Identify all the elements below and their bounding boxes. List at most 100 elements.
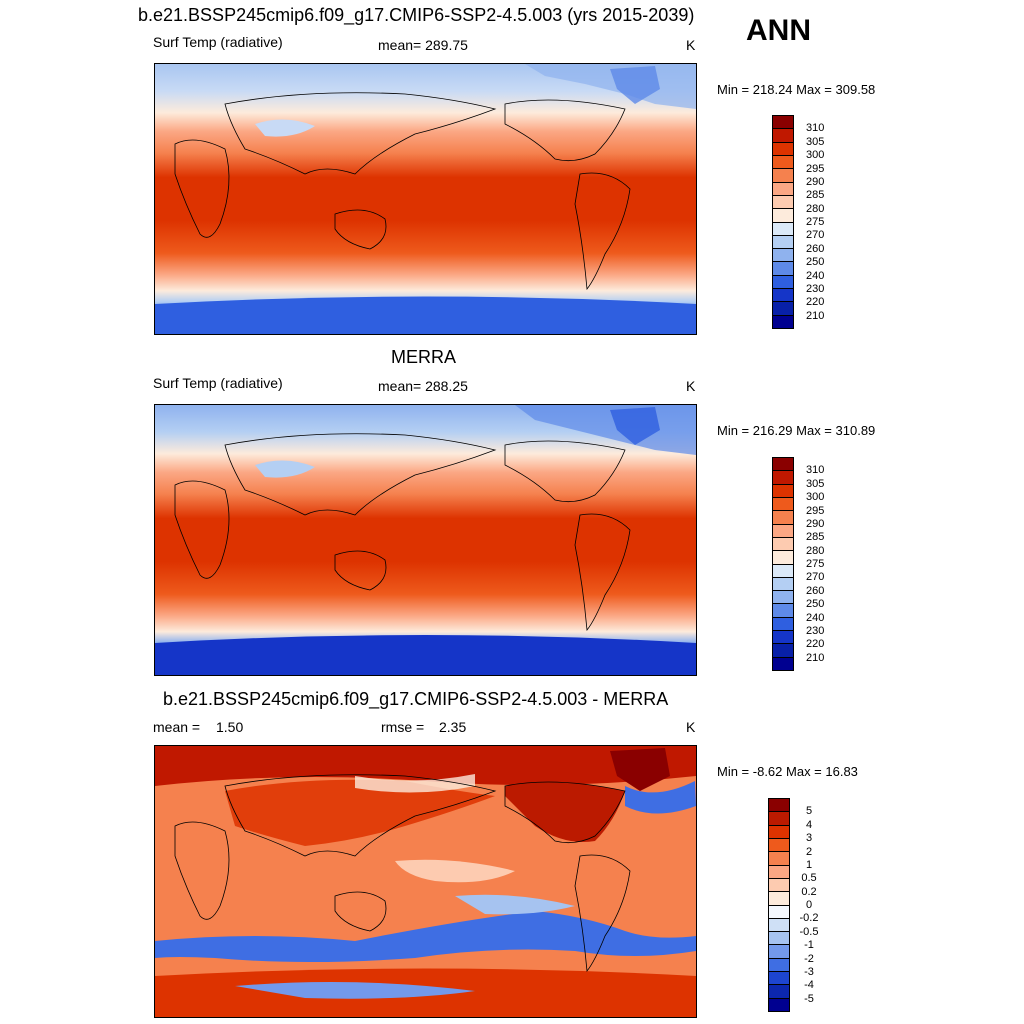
- panel3-antarctica-blue: [235, 982, 475, 999]
- colorbar-swatch: [773, 484, 793, 498]
- colorbar-label: 250: [806, 598, 825, 611]
- colorbar-swatch: [773, 249, 793, 263]
- colorbar-label: 230: [806, 282, 825, 295]
- colorbar-label: 1: [805, 858, 813, 871]
- colorbar-label: 280: [806, 202, 825, 215]
- colorbar-label: 0.5: [801, 872, 817, 885]
- colorbar-label: -3: [804, 965, 814, 978]
- panel2-coast-africa: [174, 480, 230, 579]
- panel1-units: K: [686, 37, 696, 53]
- panel1-antarctica: [155, 296, 696, 334]
- colorbar-label: 300: [806, 491, 825, 504]
- panel3-ocean-blue-atlantic: [625, 781, 696, 814]
- panel3-coast-africa: [174, 821, 230, 920]
- colorbar-swatch: [773, 289, 793, 303]
- colorbar-swatch: [773, 497, 793, 512]
- season-label: ANN: [746, 14, 811, 47]
- colorbar-swatch: [769, 958, 789, 973]
- panel3-mean-value: 1.50: [216, 719, 244, 735]
- figure-title: b.e21.BSSP245cmip6.f09_g17.CMIP6-SSP2-4.…: [138, 5, 695, 25]
- colorbar-swatch: [773, 537, 793, 552]
- colorbar-label: 290: [806, 517, 825, 530]
- colorbar-label: 270: [806, 229, 825, 242]
- panel1-colorbar: [772, 115, 794, 329]
- colorbar-swatch: [773, 315, 793, 328]
- colorbar-label: 275: [806, 216, 825, 228]
- colorbar-label: -0.5: [799, 925, 819, 938]
- panel3-units: K: [686, 719, 696, 735]
- colorbar-swatch: [773, 657, 793, 670]
- colorbar-swatch: [769, 825, 789, 839]
- colorbar-swatch: [773, 511, 793, 525]
- colorbar-swatch: [769, 865, 789, 879]
- panel3-coast-australia: [334, 891, 387, 932]
- panel1-coast-samerica: [574, 172, 631, 291]
- colorbar-swatch: [769, 852, 789, 866]
- panel3-map: [154, 745, 697, 1018]
- colorbar-swatch: [773, 275, 793, 290]
- panel3-rmse-label: rmse =: [381, 719, 425, 735]
- panel3-southern-band-light: [455, 894, 575, 915]
- colorbar-label: 250: [806, 256, 825, 269]
- panel2-minmax: Min = 216.29 Max = 310.89: [717, 423, 876, 438]
- colorbar-swatch: [773, 564, 793, 578]
- colorbar-swatch: [773, 235, 793, 250]
- colorbar-swatch: [773, 142, 793, 156]
- panel3-asia-warm: [225, 779, 495, 846]
- colorbar-label: 210: [806, 309, 825, 322]
- colorbar-swatch: [773, 604, 793, 618]
- panel2-antarctica: [155, 635, 696, 675]
- panel2-colorbar: [772, 457, 794, 671]
- panel1-minmax: Min = 218.24 Max = 309.58: [717, 82, 876, 97]
- colorbar-swatch: [773, 195, 793, 210]
- colorbar-label: 2: [805, 845, 813, 858]
- colorbar-label: 220: [806, 296, 825, 309]
- colorbar-label: 285: [806, 189, 825, 202]
- colorbar-swatch: [773, 302, 793, 316]
- colorbar-swatch: [773, 155, 793, 170]
- panel3-coast-namerica: [504, 781, 626, 844]
- colorbar-swatch: [773, 631, 793, 645]
- colorbar-label: 290: [806, 175, 825, 188]
- panel1-variable: Surf Temp (radiative): [153, 34, 283, 50]
- colorbar-label: 305: [806, 477, 825, 490]
- colorbar-label: 270: [806, 571, 825, 584]
- panel2-variable: Surf Temp (radiative): [153, 375, 283, 391]
- colorbar-swatch: [769, 972, 789, 986]
- panel1-greenland: [610, 66, 660, 104]
- colorbar-swatch: [773, 471, 793, 485]
- panel3-mean-label: mean =: [153, 719, 201, 735]
- panel2-coast-namerica: [504, 440, 626, 503]
- colorbar-swatch: [769, 905, 789, 919]
- colorbar-label: 285: [806, 531, 825, 544]
- panel1-coast-namerica: [504, 99, 626, 162]
- colorbar-label: 210: [806, 651, 825, 664]
- colorbar-swatch: [773, 577, 793, 592]
- colorbar-label: -2: [804, 952, 814, 965]
- colorbar-swatch: [769, 878, 789, 893]
- panel1-coast-asia: [224, 92, 497, 175]
- panel2-coast-asia: [224, 433, 497, 516]
- panel3-subtitle: b.e21.BSSP245cmip6.f09_g17.CMIP6-SSP2-4.…: [163, 689, 669, 709]
- colorbar-swatch: [773, 169, 793, 183]
- colorbar-label: 240: [806, 269, 825, 282]
- colorbar-swatch: [769, 945, 789, 959]
- panel2-coast-samerica: [574, 513, 631, 632]
- colorbar-swatch: [769, 918, 789, 933]
- colorbar-swatch: [773, 551, 793, 565]
- colorbar-label: 295: [806, 504, 825, 517]
- panel2-subtitle: MERRA: [391, 347, 457, 367]
- panel2-map: [154, 404, 697, 676]
- colorbar-swatch: [773, 222, 793, 236]
- colorbar-label: 310: [806, 464, 825, 477]
- panel2-coast-australia: [334, 550, 387, 591]
- colorbar-label: -4: [804, 979, 814, 992]
- panel1-mean: mean= 289.75: [378, 37, 468, 53]
- colorbar-label: 230: [806, 624, 825, 637]
- colorbar-label: 275: [806, 558, 825, 570]
- colorbar-swatch: [769, 812, 789, 826]
- panel2-units: K: [686, 378, 696, 394]
- colorbar-label: 5: [805, 805, 813, 818]
- panel3-ocean-blue-pacific-north: [355, 774, 475, 793]
- colorbar-swatch: [769, 985, 789, 999]
